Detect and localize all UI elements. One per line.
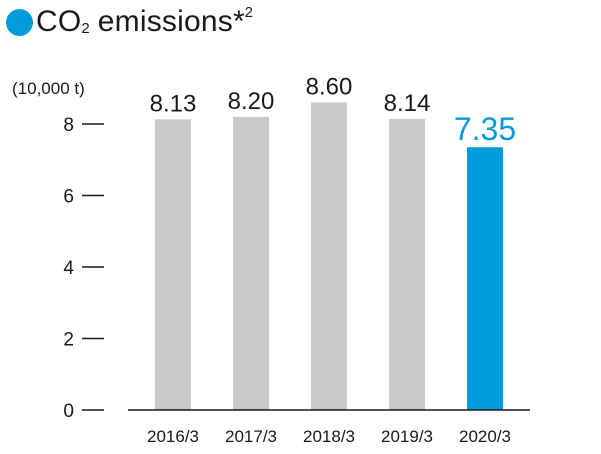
bar-value-label: 8.60	[306, 74, 353, 101]
bar	[389, 118, 425, 411]
y-tick-label: 0	[63, 401, 74, 422]
x-tick-label: 2019/3	[381, 427, 433, 446]
chart-title: CO 2 emissions * 2	[6, 2, 253, 42]
bar-value-label: 8.13	[150, 90, 197, 117]
y-tick-label: 6	[63, 187, 74, 208]
title-note-mark: *	[232, 5, 245, 38]
bar-value-label: 8.20	[228, 88, 275, 115]
bar	[467, 147, 503, 411]
y-tick-label: 2	[63, 330, 74, 351]
title-co: CO	[36, 5, 82, 38]
y-tick-label: 8	[63, 115, 74, 136]
bar	[311, 102, 347, 411]
unit-label: (10,000 t)	[12, 79, 85, 98]
x-tick-label: 2017/3	[225, 427, 277, 446]
x-tick-label: 2016/3	[147, 427, 199, 446]
bar	[155, 119, 191, 410]
bar-value-label: 7.35	[454, 111, 516, 147]
title-note-number: 2	[244, 3, 253, 21]
y-tick-label: 4	[63, 258, 74, 279]
bar-value-label: 8.14	[384, 90, 431, 117]
x-tick-label: 2020/3	[459, 427, 511, 446]
x-tick-label: 2018/3	[303, 427, 355, 446]
bullet-dot-icon	[6, 8, 33, 36]
title-emissions: emissions	[97, 5, 233, 38]
bar	[233, 116, 269, 410]
title-subscript: 2	[81, 19, 90, 37]
